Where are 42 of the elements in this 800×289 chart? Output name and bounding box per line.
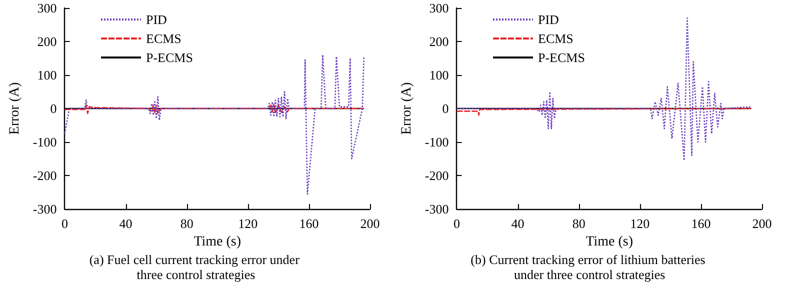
x-tick-label: 0 <box>61 216 68 231</box>
line-series <box>64 54 365 195</box>
y-tick-label: 200 <box>37 34 57 49</box>
legend-label: PID <box>538 12 559 27</box>
x-tick-label: 80 <box>180 216 194 231</box>
legend-label: ECMS <box>538 31 574 46</box>
y-tick-label: -200 <box>424 168 449 183</box>
y-tick-label: 300 <box>37 0 57 16</box>
x-tick-label: 80 <box>572 216 586 231</box>
line-series <box>64 104 365 114</box>
y-tick-label: -300 <box>32 202 57 216</box>
y-axis-title: Error (A) <box>400 82 414 135</box>
x-tick-label: 120 <box>238 216 258 231</box>
legend-label: P-ECMS <box>146 50 193 65</box>
x-tick-label: 160 <box>691 216 711 231</box>
y-tick-label: 300 <box>429 0 449 16</box>
line-series <box>456 108 752 116</box>
x-tick-label: 0 <box>453 216 460 231</box>
x-tick-label: 40 <box>119 216 132 231</box>
y-tick-label: -300 <box>424 202 449 216</box>
x-tick-label: 200 <box>360 216 380 231</box>
x-tick-label: 200 <box>752 216 772 231</box>
y-tick-label: 100 <box>37 68 57 82</box>
legend-label: ECMS <box>146 31 182 46</box>
y-tick-label: 0 <box>50 101 57 116</box>
y-tick-label: -200 <box>32 168 57 183</box>
line-series <box>456 17 752 162</box>
legend-label: P-ECMS <box>538 50 585 65</box>
legend-label: PID <box>146 12 167 27</box>
x-tick-label: 120 <box>630 216 650 231</box>
y-tick-label: -100 <box>424 134 449 150</box>
x-tick-label: 160 <box>299 216 319 231</box>
x-tick-label: 40 <box>511 216 524 231</box>
text: (b) Current tracking error of lithium batteries under three control strategies <box>470 252 706 282</box>
x-axis-title: Time (s) <box>194 234 242 250</box>
y-tick-label: -100 <box>32 134 57 150</box>
y-tick-label: 0 <box>442 101 449 116</box>
text: (a) Fuel cell current tracking error under three control strategies <box>89 252 303 282</box>
y-tick-label: 200 <box>429 34 449 49</box>
y-tick-label: 100 <box>429 68 449 82</box>
y-axis-title: Error (A) <box>8 82 22 135</box>
x-axis-title: Time (s) <box>586 234 634 250</box>
